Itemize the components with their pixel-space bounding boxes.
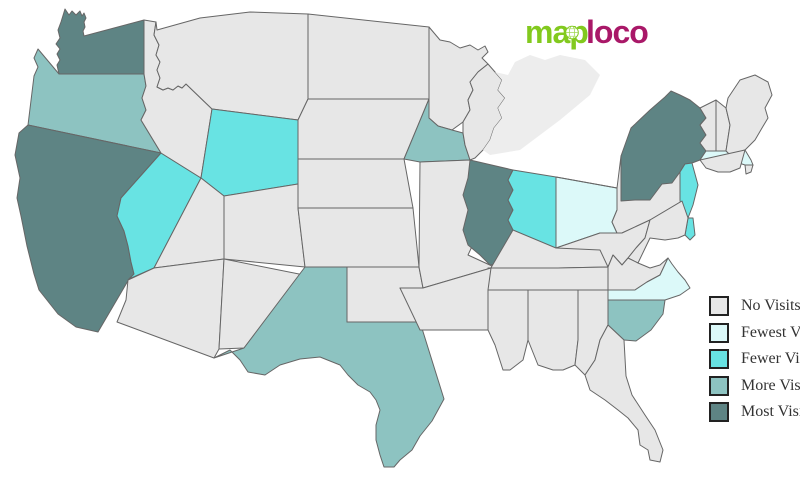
- svg-text:loco: loco: [586, 14, 648, 50]
